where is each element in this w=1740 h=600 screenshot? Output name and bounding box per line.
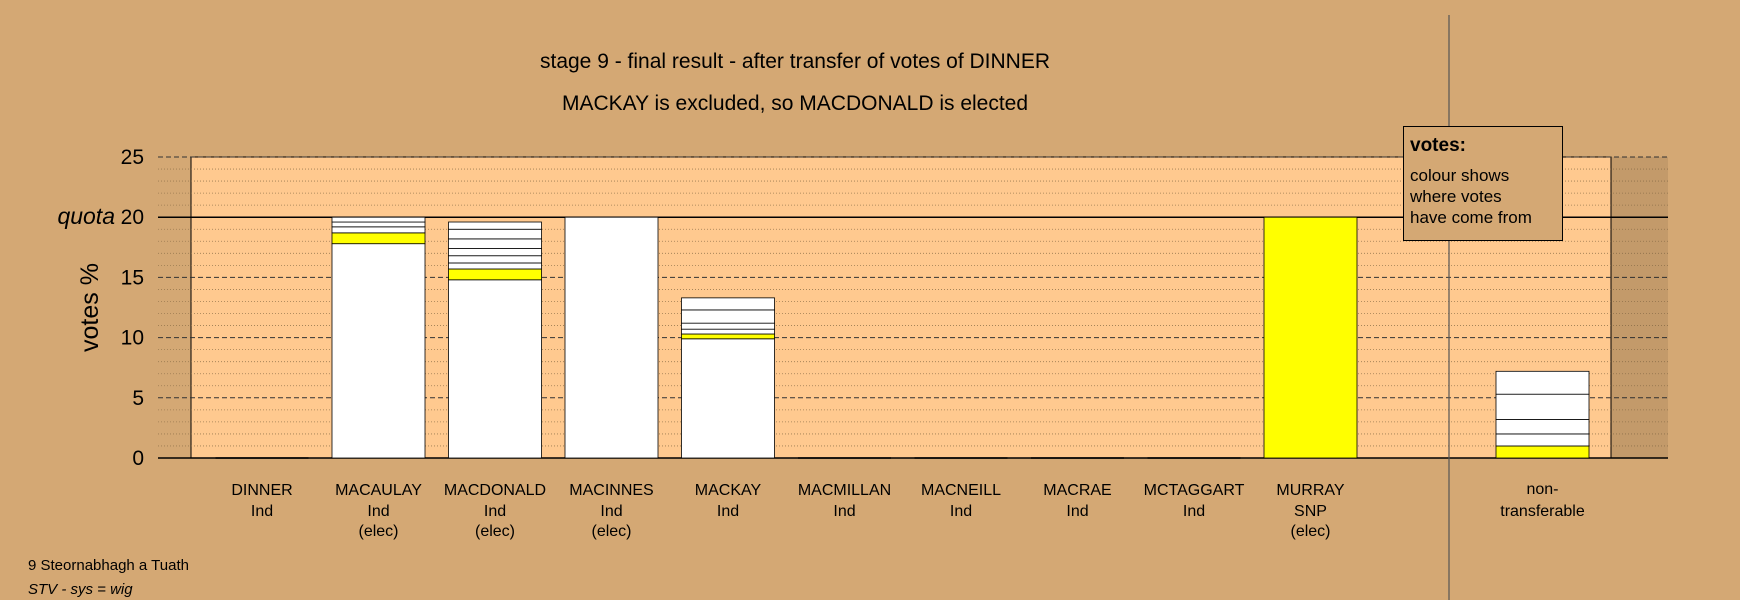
y-tick-label: 5 [132, 387, 144, 410]
nontransferable-label: transferable [1500, 503, 1585, 520]
y-tick-label: 20 [121, 206, 144, 229]
bar-segment [1263, 216, 1358, 459]
x-tick-status: (elec) [475, 523, 515, 540]
bar-segment [331, 221, 426, 228]
plot-area [190, 156, 1612, 459]
bar-segment [448, 238, 542, 249]
bar-segment [331, 232, 426, 245]
bar-segment [448, 262, 542, 270]
x-tick-status: (elec) [358, 523, 398, 540]
bar-segment [448, 221, 542, 230]
x-tick-party: Ind [600, 503, 622, 520]
bar-segment [448, 248, 542, 257]
legend-line: have come from [1410, 208, 1532, 227]
x-tick-party: Ind [950, 503, 972, 520]
x-tick-party: Ind [833, 503, 855, 520]
y-axis-label: votes % [76, 263, 104, 352]
x-tick-label: MACINNES [569, 482, 653, 499]
nontransferable-bar-segment [1495, 370, 1590, 395]
ward-name: 9 Steornabhagh a Tuath [28, 557, 189, 574]
bar-segment [681, 338, 775, 459]
bar-segment [331, 216, 426, 223]
x-tick-party: Ind [367, 503, 389, 520]
x-tick-label: MACDONALD [444, 482, 546, 499]
chart-subtitle: MACKAY is excluded, so MACDONALD is elec… [561, 92, 1029, 115]
x-tick-label: MACRAE [1043, 482, 1111, 499]
nontransferable-bar-segment [1495, 433, 1590, 447]
nontransferable-bar-segment [1495, 445, 1590, 459]
legend-line: where votes [1410, 187, 1502, 206]
y-tick-label: 25 [121, 146, 144, 169]
x-tick-label: MACKAY [695, 482, 762, 499]
bar-segment [681, 333, 775, 340]
quota-label: quota [57, 203, 115, 229]
bar-segment [681, 328, 775, 335]
x-tick-party: Ind [717, 503, 739, 520]
y-tick-label: 0 [132, 447, 144, 470]
x-tick-label: MACNEILL [921, 482, 1001, 499]
bar-segment [564, 216, 659, 459]
x-tick-party: Ind [251, 503, 273, 520]
bar-segment [331, 243, 426, 459]
x-tick-label: DINNER [231, 482, 292, 499]
bar-segment [331, 226, 426, 234]
nontransferable-bar-segment [1495, 419, 1590, 435]
x-tick-label: MACMILLAN [798, 482, 891, 499]
y-tick-label: 15 [121, 266, 144, 289]
plot-right-shade [1611, 157, 1668, 458]
chart-title: stage 9 - final result - after transfer … [539, 50, 1051, 73]
bar-segment [681, 297, 775, 311]
x-tick-party: Ind [484, 503, 506, 520]
x-tick-label: MACAULAY [335, 482, 422, 499]
bar-segment [448, 255, 542, 264]
x-tick-status: (elec) [1290, 523, 1330, 540]
legend-title: votes: [1410, 135, 1466, 156]
bar-segment [681, 322, 775, 330]
x-tick-party: Ind [1066, 503, 1088, 520]
nontransferable-bar-segment [1495, 393, 1590, 420]
bar-segment [448, 268, 542, 281]
legend-box: votes: colour shows where votes have com… [1403, 126, 1563, 241]
x-tick-label: MCTAGGART [1144, 482, 1245, 499]
voting-system: STV - sys = wig [28, 581, 133, 598]
nontransferable-label: non- [1526, 481, 1558, 498]
x-tick-status: (elec) [591, 523, 631, 540]
x-tick-party: Ind [1183, 503, 1205, 520]
y-tick-label: 10 [121, 327, 144, 350]
x-tick-label: MURRAY [1276, 482, 1344, 499]
bar-segment [681, 309, 775, 324]
x-tick-party: SNP [1294, 503, 1327, 520]
bar-segment [448, 228, 542, 240]
legend-line: colour shows [1410, 166, 1510, 185]
bar-segment [448, 279, 542, 459]
